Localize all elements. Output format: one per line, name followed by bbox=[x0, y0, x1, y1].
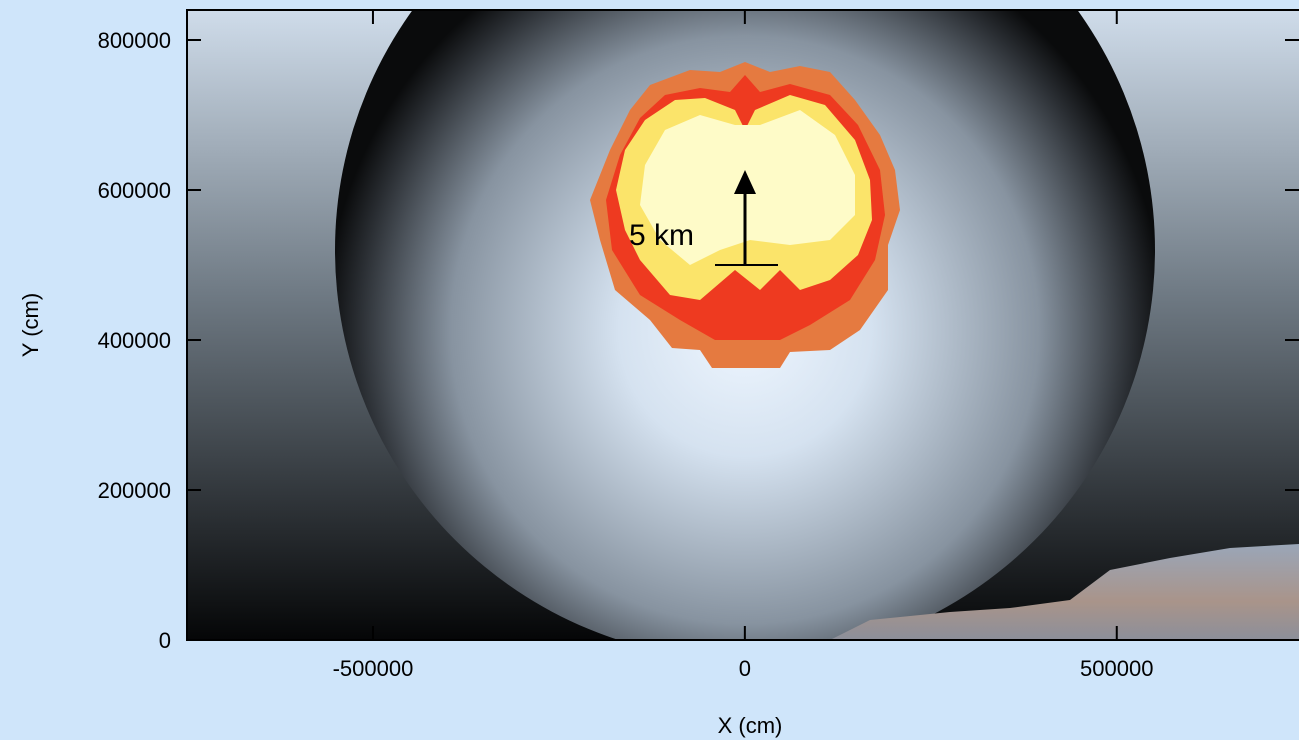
x-axis-label: X (cm) bbox=[718, 713, 783, 738]
y-tick-label: 800000 bbox=[98, 28, 171, 53]
x-tick-label: 500000 bbox=[1080, 656, 1153, 681]
x-tick-label: 0 bbox=[739, 656, 751, 681]
y-tick-label: 400000 bbox=[98, 328, 171, 353]
x-tick-label: -500000 bbox=[333, 656, 414, 681]
y-axis-label: Y (cm) bbox=[18, 293, 43, 357]
y-tick-label: 0 bbox=[159, 628, 171, 653]
y-tick-label: 600000 bbox=[98, 178, 171, 203]
y-tick-label: 200000 bbox=[98, 478, 171, 503]
annotation: 5 km bbox=[629, 219, 694, 252]
plot-image bbox=[187, 0, 1299, 660]
chart: 5 km X (cm) Y (cm) -500000 0 500000 0 200000… bbox=[0, 0, 1299, 740]
